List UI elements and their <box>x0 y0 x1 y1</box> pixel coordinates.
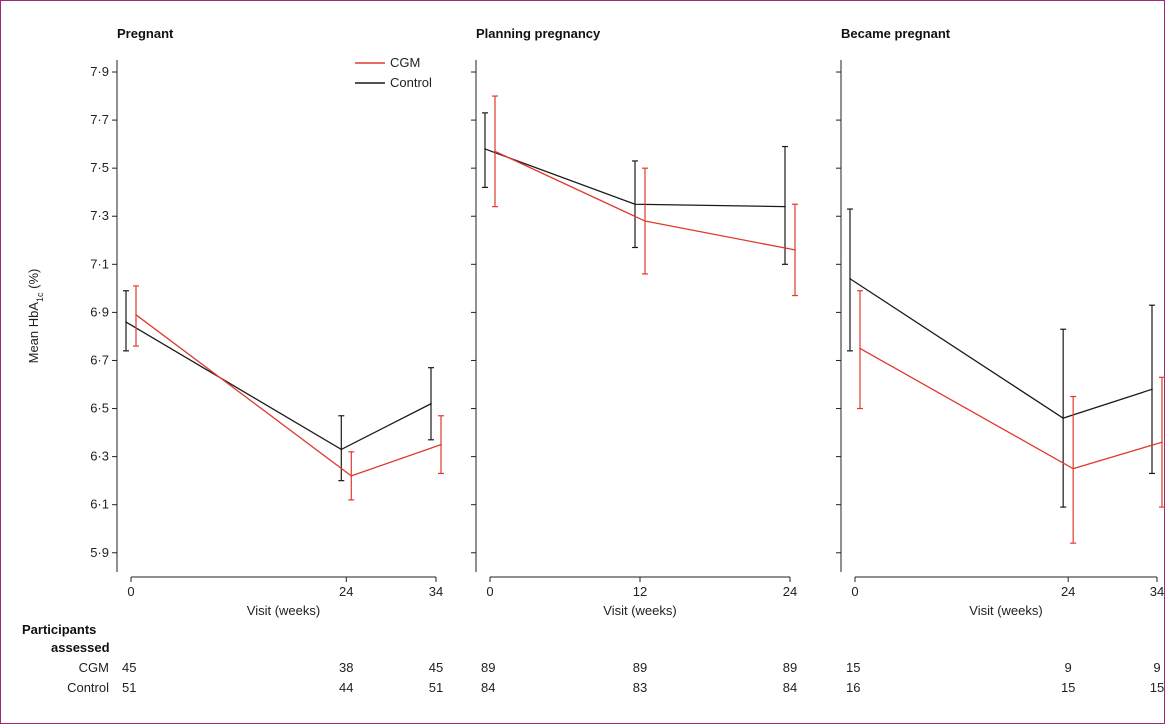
data-point <box>634 203 636 206</box>
x-tick-label: 0 <box>486 584 493 599</box>
x-tick-label: 12 <box>633 584 647 599</box>
x-tick-label: 0 <box>851 584 858 599</box>
y-tick-label: 7·1 <box>90 256 109 271</box>
participant-count: 89 <box>481 660 495 675</box>
y-tick-label: 6·1 <box>90 497 109 512</box>
data-point <box>1151 388 1153 391</box>
y-axis-title-unit: (%) <box>26 269 41 293</box>
series-cgm <box>857 290 1165 544</box>
participant-count: 84 <box>481 680 495 695</box>
data-point <box>440 443 442 446</box>
y-axis-label: Mean HbA1c (%) <box>26 269 45 364</box>
participant-count: 45 <box>429 660 443 675</box>
series-line <box>135 314 442 477</box>
participant-count: 38 <box>339 660 353 675</box>
x-tick-label: 24 <box>1061 584 1075 599</box>
y-tick-label: 6·3 <box>90 449 109 464</box>
table-heading: Participants <box>22 622 96 637</box>
y-tick-label: 7·3 <box>90 208 109 223</box>
participant-count: 45 <box>122 660 136 675</box>
data-point <box>125 321 127 323</box>
y-tick-label: 6·5 <box>90 401 109 416</box>
data-point <box>484 148 486 150</box>
y-tick-label: 7·7 <box>90 112 109 127</box>
data-point <box>784 205 786 208</box>
data-point <box>494 150 496 153</box>
data-point <box>350 475 353 477</box>
data-point <box>1161 441 1163 443</box>
y-axis-title-main: Mean HbA <box>26 302 41 364</box>
data-point <box>849 277 851 280</box>
x-axis-label: Visit (weeks) <box>247 603 320 618</box>
series-cgm <box>492 95 798 297</box>
participant-count: 51 <box>122 680 136 695</box>
panels: Pregnant 5·9 6·1 6·3 6·5 6·7 6·9 7·1 7·3 7·5 7·7 7·… <box>90 26 1165 618</box>
y-tick-label: 7·5 <box>90 160 109 175</box>
data-point <box>430 402 432 405</box>
participants-table: 45 38 45 51 44 51 89 89 89 84 83 84 15 9 9 16 15 15 Partic… <box>22 622 1164 695</box>
x-axis-label: Visit (weeks) <box>603 603 676 618</box>
data-point <box>340 448 343 451</box>
x-tick-label: 24 <box>783 584 797 599</box>
legend-control-label: Control <box>390 75 432 90</box>
participant-count: 15 <box>1150 680 1164 695</box>
series-control <box>847 208 1155 508</box>
participant-count: 51 <box>429 680 443 695</box>
y-tick-label: 5·9 <box>90 545 109 560</box>
x-tick-label: 34 <box>1150 584 1164 599</box>
x-tick-label: 24 <box>339 584 353 599</box>
data-point <box>1072 467 1074 470</box>
participant-count: 84 <box>783 680 797 695</box>
y-tick-label: 7·9 <box>90 64 109 79</box>
legend: CGM Control <box>355 55 432 90</box>
data-point <box>644 220 646 222</box>
panel-title: Pregnant <box>117 26 174 41</box>
participant-count: 15 <box>1061 680 1075 695</box>
data-point <box>1062 417 1064 419</box>
y-tick-label: 6·9 <box>90 304 109 319</box>
data-point <box>859 347 861 350</box>
data-point <box>794 249 796 251</box>
table-row-label: CGM <box>79 660 109 675</box>
x-tick-label: 34 <box>429 584 443 599</box>
participant-count: 16 <box>846 680 860 695</box>
series-cgm <box>133 285 444 501</box>
participant-count: 89 <box>783 660 797 675</box>
table-heading: assessed <box>51 640 110 655</box>
series-line <box>859 347 1163 470</box>
data-point <box>135 313 137 316</box>
y-axis-title: Mean HbA1c (%) <box>26 269 45 364</box>
table-row-label: Control <box>67 680 109 695</box>
x-tick-label: 0 <box>127 584 134 599</box>
panel-3: Became pregnant 0 24 34 Visit (weeks) <box>836 26 1165 618</box>
series-control <box>123 290 434 482</box>
legend-cgm-label: CGM <box>390 55 420 70</box>
y-axis-title-subscript: 1c <box>35 292 45 302</box>
series-line <box>849 278 1153 419</box>
x-axis-label: Visit (weeks) <box>969 603 1042 618</box>
participant-count: 15 <box>846 660 860 675</box>
participant-count: 44 <box>339 680 353 695</box>
panel-title: Became pregnant <box>841 26 951 41</box>
participant-count: 9 <box>1065 660 1072 675</box>
participant-count: 89 <box>633 660 647 675</box>
series-control <box>482 112 788 265</box>
y-tick-label: 6·7 <box>90 352 109 367</box>
panel-1: Pregnant 5·9 6·1 6·3 6·5 6·7 6·9 7·1 7·3 7·5 7·7 7·… <box>90 26 444 618</box>
participant-count: 83 <box>633 680 647 695</box>
panel-2: Planning pregnancy 0 12 24 Visit (weeks) <box>471 26 798 618</box>
participant-count: 9 <box>1153 660 1160 675</box>
panel-title: Planning pregnancy <box>476 26 601 41</box>
